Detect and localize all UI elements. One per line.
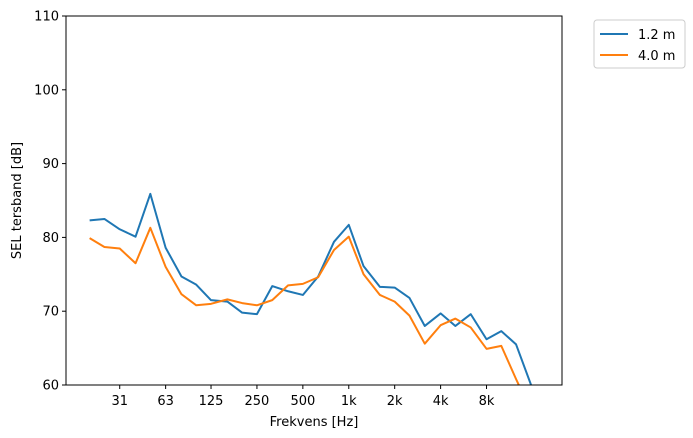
x-axis-label: Frekvens [Hz] [270,415,359,430]
series-layer [89,192,533,385]
x-tick-label: 31 [111,394,128,409]
x-tick-label: 1k [341,394,357,409]
y-tick-label: 110 [34,10,59,25]
plot-frame [65,15,563,386]
plot-area [66,16,562,385]
x-tick-label: 500 [290,394,315,409]
series-line-4-0-m [89,226,520,385]
y-axis-label: SEL tersband [dB] [10,142,25,259]
series-line-1-2-m [89,192,533,385]
legend-label-4-0-m: 4.0 m [638,49,675,64]
legend: 1.2 m 4.0 m [593,19,686,69]
x-tick-label: 63 [157,394,174,409]
legend-label-1-2-m: 1.2 m [638,28,675,43]
y-tick-label: 60 [42,379,59,394]
x-axis-ticks: 31 63 125 250 500 1k 2k 4k 8k [111,385,495,409]
y-axis-ticks: 60 70 80 90 100 110 [34,10,66,394]
x-tick-label: 2k [387,394,403,409]
x-tick-label: 250 [245,394,270,409]
x-tick-label: 4k [433,394,449,409]
y-tick-label: 100 [34,83,59,98]
y-tick-label: 80 [42,231,59,246]
x-tick-label: 8k [479,394,495,409]
x-tick-label: 125 [199,394,224,409]
y-tick-label: 90 [42,157,59,172]
y-tick-label: 70 [42,305,59,320]
